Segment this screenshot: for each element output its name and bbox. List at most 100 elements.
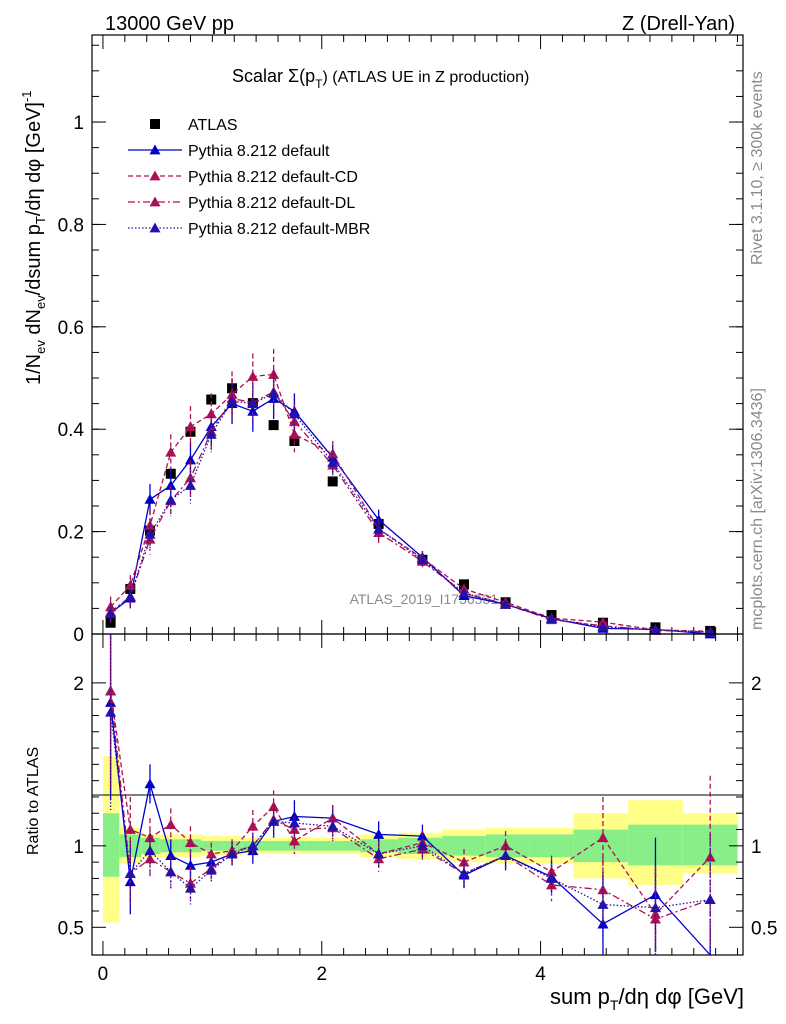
- legend-marker: [150, 119, 160, 129]
- data-point: [327, 476, 338, 487]
- mc-point: [184, 859, 196, 870]
- legend-item: Pythia 8.212 default-DL: [128, 195, 355, 212]
- mc-point: [184, 882, 196, 893]
- mc-point: [144, 778, 156, 789]
- ratio-y-tick-label-right: 2: [751, 674, 762, 695]
- rivet-version-label: Rivet 3.1.10, ≥ 300k events: [749, 71, 766, 265]
- mc-point: [288, 408, 300, 419]
- mc-point: [205, 864, 217, 875]
- mc-point: [105, 608, 117, 618]
- main-y-tick-label: 0.8: [58, 215, 84, 236]
- mc-point: [373, 828, 385, 839]
- main-y-tick-label: 0.6: [58, 318, 84, 339]
- legend-marker: [149, 196, 161, 207]
- mc-point: [165, 446, 177, 457]
- mc-point: [165, 866, 177, 877]
- x-axis-label: sum pT/dη dφ [GeV]: [550, 984, 744, 1013]
- mc-point: [546, 872, 558, 883]
- main-y-axis-label: 1/Nev dNev/dsum pT/dη dφ [GeV]-1: [19, 90, 48, 385]
- mc-point: [597, 918, 609, 929]
- mc-point: [124, 591, 136, 602]
- x-tick-label: 0: [98, 964, 109, 985]
- data-point: [206, 394, 217, 405]
- series-line: [109, 690, 711, 916]
- mc-point: [226, 848, 238, 859]
- mc-point: [247, 405, 259, 416]
- mc-point: [268, 387, 280, 398]
- ratio-y-axis-label: Ratio to ATLAS: [25, 747, 42, 855]
- legend-item: Pythia 8.212 default: [128, 143, 330, 160]
- mc-point: [144, 533, 156, 544]
- mc-point: [144, 832, 156, 843]
- legend-label: ATLAS: [188, 117, 238, 134]
- x-tick-label: 4: [535, 964, 546, 985]
- legend-label: Pythia 8.212 default-DL: [188, 195, 355, 212]
- mc-point: [458, 868, 470, 878]
- ratio-y-tick-label-right: 1: [751, 837, 762, 858]
- mc-point: [247, 370, 259, 381]
- mc-point: [649, 902, 661, 913]
- legend-marker: [149, 170, 161, 181]
- mc-point: [205, 848, 217, 859]
- mc-point: [373, 848, 385, 859]
- mc-point: [184, 421, 196, 432]
- mc-point: [247, 840, 259, 851]
- mc-point: [288, 817, 300, 828]
- mc-point: [184, 837, 196, 847]
- legend-marker: [149, 144, 161, 155]
- ratio-plot-panel: 0.5 0.5 1 1 2 2 0 2 4 Ratio to ATLAS sum pT/dη …: [25, 633, 777, 1013]
- mc-point: [247, 398, 259, 409]
- main-y-tick-label: 0.4: [58, 420, 85, 441]
- mc-point: [144, 845, 156, 856]
- data-point: [268, 420, 279, 431]
- mc-point: [597, 898, 609, 909]
- ratio-band-green: [442, 836, 486, 856]
- mc-point: [500, 598, 512, 609]
- mc-point: [205, 408, 217, 419]
- mc-point: [247, 820, 259, 831]
- mc-point: [205, 428, 217, 439]
- mc-point: [144, 528, 156, 539]
- main-y-tick-label: 0: [73, 625, 84, 646]
- x-tick-label: 2: [316, 964, 327, 985]
- main-y-tick-label: 1: [73, 113, 84, 134]
- mc-point: [704, 894, 716, 904]
- main-plot-panel: ATLAS_2019_I1736531 0 0.2 0.4 0.6 0.8 1 Scala…: [19, 34, 744, 646]
- legend-item: Pythia 8.212 default-CD: [128, 169, 358, 186]
- mc-point: [597, 621, 609, 632]
- ratio-plot-frame: [91, 633, 744, 956]
- ratio-band-green: [262, 840, 284, 851]
- mc-point: [165, 819, 177, 830]
- ratio-y-tick-label-right: 0.5: [751, 918, 777, 939]
- mcplots-site-label: mcplots.cern.ch [arXiv:1306.3436]: [749, 388, 766, 630]
- legend-label: Pythia 8.212 default-CD: [188, 169, 358, 186]
- mc-point: [597, 832, 609, 843]
- mc-point: [226, 395, 238, 406]
- mc-point: [327, 820, 339, 831]
- mc-point: [144, 853, 156, 864]
- mc-point: [124, 868, 136, 878]
- mc-point: [458, 587, 470, 598]
- ratio-band-green: [305, 840, 361, 851]
- mc-point: [288, 835, 300, 846]
- legend-marker: [149, 222, 161, 233]
- plot-title-sub: T: [315, 77, 323, 91]
- legend-item: ATLAS: [150, 117, 238, 134]
- plot-title-main: Scalar Σ(p: [232, 66, 315, 86]
- mc-point: [288, 810, 300, 821]
- mc-point: [165, 494, 177, 505]
- ratio-band-green: [102, 813, 120, 877]
- mc-point: [546, 613, 558, 624]
- mc-point: [184, 480, 196, 490]
- ratio-y-tick-label: 2: [73, 674, 84, 695]
- mc-point: [416, 840, 428, 851]
- ratio-y-tick-label: 0.5: [58, 918, 84, 939]
- ratio-band-green: [529, 834, 574, 858]
- ratio-y-tick-label: 1: [73, 837, 84, 858]
- mc-point: [105, 706, 117, 717]
- mc-point: [327, 456, 339, 467]
- legend: ATLAS Pythia 8.212 default Pythia 8.212 de…: [128, 117, 370, 238]
- legend-item: Pythia 8.212 default-MBR: [128, 221, 370, 238]
- legend-label: Pythia 8.212 default-MBR: [188, 221, 370, 238]
- series-line: [109, 690, 711, 920]
